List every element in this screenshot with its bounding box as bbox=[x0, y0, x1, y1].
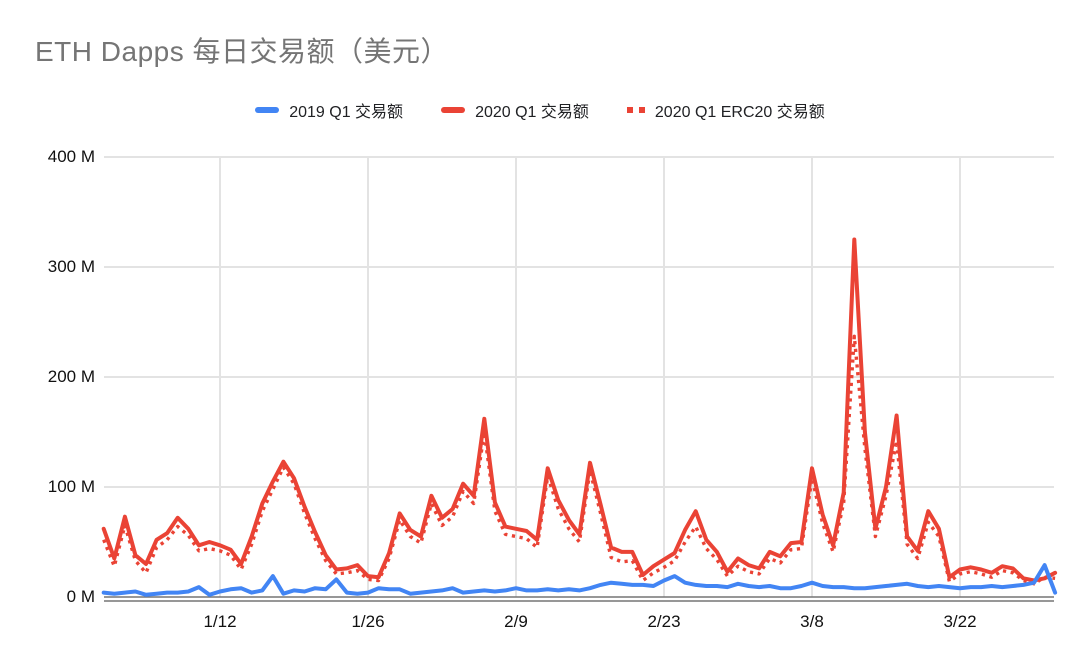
y-axis-tick-100m: 100 M bbox=[47, 477, 95, 496]
y-axis-tick-300m: 300 M bbox=[47, 257, 95, 276]
x-axis-tick-3-22: 3/22 bbox=[943, 612, 977, 631]
legend-item-2019-q1[interactable]: 2019 Q1 交易额 bbox=[255, 98, 403, 122]
legend-label: 2020 Q1 交易额 bbox=[475, 104, 589, 121]
legend-swatch-blue-line-icon bbox=[255, 107, 280, 113]
chart-title: ETH Dapps 每日交易额（美元） bbox=[35, 36, 449, 67]
legend-swatch-red-dotted-icon bbox=[626, 107, 645, 113]
y-axis-tick-0m: 0 M bbox=[66, 587, 95, 606]
chart-legend: 2019 Q1 交易额 2020 Q1 交易额 2020 Q1 ERC20 交易… bbox=[0, 98, 1080, 122]
legend-swatch-red-line-icon bbox=[441, 107, 466, 113]
series-line-2019-blue[interactable] bbox=[101, 563, 1058, 597]
series-line-2020-red[interactable] bbox=[101, 237, 1058, 583]
legend-label: 2020 Q1 ERC20 交易额 bbox=[654, 104, 825, 121]
y-axis-tick-400m: 400 M bbox=[47, 147, 95, 166]
legend-item-2020-q1-erc20[interactable]: 2020 Q1 ERC20 交易额 bbox=[626, 98, 825, 122]
x-axis-tick-1-26: 1/26 bbox=[351, 612, 385, 631]
x-axis-tick-1-12: 1/12 bbox=[203, 612, 237, 631]
legend-item-2020-q1[interactable]: 2020 Q1 交易额 bbox=[441, 98, 589, 122]
x-axis-tick-3-8: 3/8 bbox=[800, 612, 824, 631]
y-axis-tick-200m: 200 M bbox=[47, 367, 95, 386]
x-axis-tick-2-23: 2/23 bbox=[647, 612, 681, 631]
legend-label: 2019 Q1 交易额 bbox=[289, 104, 404, 121]
x-axis-tick-2-9: 2/9 bbox=[504, 612, 528, 631]
